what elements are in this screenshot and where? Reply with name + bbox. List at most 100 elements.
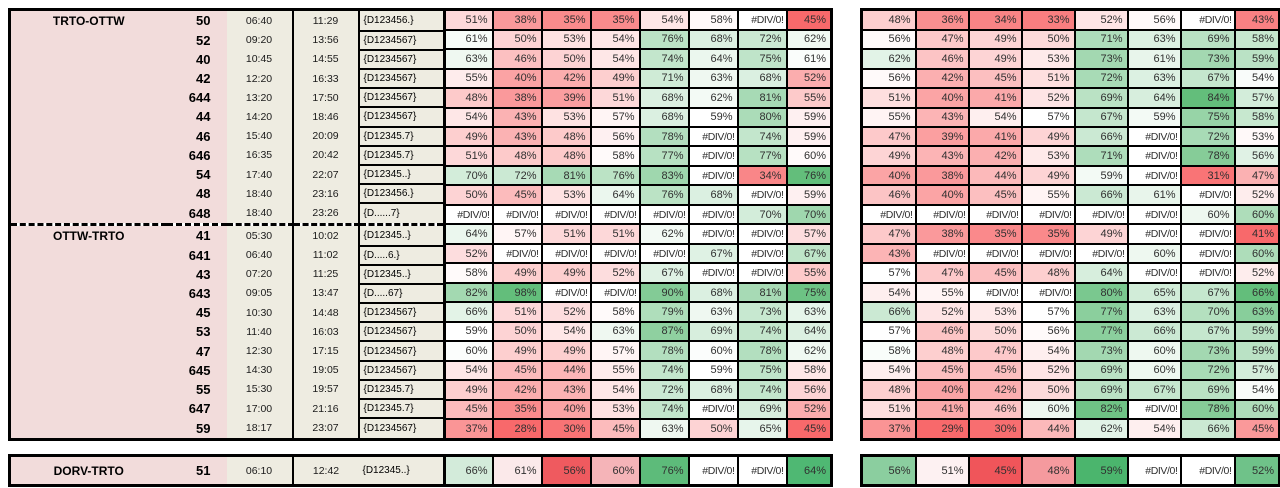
otp-percentage-cell[interactable]: 60% [1126,340,1182,362]
otp-percentage-cell[interactable]: 55% [785,87,833,109]
otp-percentage-cell[interactable]: 77% [736,145,788,167]
departure-time-cell[interactable]: 14:30 [226,360,294,380]
train-number-cell[interactable]: 59 [166,418,227,440]
otp-percentage-cell[interactable]: 69% [687,320,739,343]
error-cell[interactable]: #DIV/0! [1126,125,1182,148]
otp-percentage-cell[interactable]: 74% [638,48,690,70]
otp-percentage-cell[interactable]: 40% [860,164,917,187]
otp-percentage-cell[interactable]: 76% [785,164,833,187]
departure-time-cell[interactable]: 06:40 [226,9,294,31]
train-number-cell[interactable]: 646 [166,145,227,165]
train-number-cell[interactable]: 54 [166,164,227,185]
otp-percentage-cell[interactable]: 45% [967,454,1023,487]
otp-percentage-cell[interactable]: 62% [785,340,833,362]
departure-time-cell[interactable]: 15:40 [226,126,294,146]
otp-percentage-cell[interactable]: 55% [860,106,917,129]
otp-percentage-cell[interactable]: 45% [785,8,833,31]
arrival-time-cell[interactable]: 16:33 [292,68,359,89]
otp-percentage-cell[interactable]: 68% [687,184,739,206]
train-number-cell[interactable]: 43 [166,264,227,284]
error-cell[interactable]: #DIV/0! [1126,203,1182,226]
otp-percentage-cell[interactable]: 52% [1233,262,1280,284]
otp-percentage-cell[interactable]: 30% [540,418,592,441]
error-cell[interactable]: #DIV/0! [1073,203,1129,226]
otp-percentage-cell[interactable]: 48% [914,340,970,362]
otp-percentage-cell[interactable]: 67% [1179,320,1236,343]
error-cell[interactable]: #DIV/0! [1179,262,1236,284]
otp-percentage-cell[interactable]: 54% [860,359,917,382]
otp-percentage-cell[interactable]: 34% [736,164,788,187]
otp-percentage-cell[interactable]: 60% [687,340,739,362]
otp-percentage-cell[interactable]: 48% [443,87,494,109]
otp-percentage-cell[interactable]: 42% [914,67,970,90]
otp-percentage-cell[interactable]: 53% [967,301,1023,323]
error-cell[interactable]: #DIV/0! [687,203,739,226]
otp-percentage-cell[interactable]: 49% [967,48,1023,70]
otp-percentage-cell[interactable]: 58% [589,301,641,323]
otp-percentage-cell[interactable]: 52% [914,301,970,323]
otp-percentage-cell[interactable]: 72% [1073,67,1129,90]
train-number-cell[interactable]: 45 [166,303,227,323]
otp-percentage-cell[interactable]: 60% [1126,359,1182,382]
error-cell[interactable]: #DIV/0! [687,454,739,487]
otp-percentage-cell[interactable]: 75% [1179,106,1236,129]
departure-time-cell[interactable]: 06:10 [226,455,294,486]
otp-percentage-cell[interactable]: 78% [638,125,690,148]
arrival-time-cell[interactable]: 19:05 [292,360,359,380]
otp-percentage-cell[interactable]: 67% [638,262,690,284]
otp-percentage-cell[interactable]: 62% [860,48,917,70]
arrival-time-cell[interactable]: 20:09 [292,126,359,146]
otp-percentage-cell[interactable]: 52% [785,398,833,421]
otp-percentage-cell[interactable]: 51% [491,301,543,323]
otp-percentage-cell[interactable]: 53% [540,28,592,51]
otp-percentage-cell[interactable]: 64% [785,454,833,487]
otp-percentage-cell[interactable]: 54% [1233,67,1280,90]
otp-percentage-cell[interactable]: 49% [443,379,494,401]
otp-percentage-cell[interactable]: 59% [443,320,494,343]
departure-time-cell[interactable]: 09:05 [226,283,294,304]
departure-time-cell[interactable]: 18:40 [226,203,294,225]
otp-percentage-cell[interactable]: 63% [1126,301,1182,323]
otp-percentage-cell[interactable]: 70% [1179,301,1236,323]
route-label-cell[interactable] [9,126,167,146]
day-pattern-cell[interactable]: {D1234567} [357,87,446,109]
error-cell[interactable]: #DIV/0! [589,203,641,226]
error-cell[interactable]: #DIV/0! [491,242,543,265]
otp-percentage-cell[interactable]: 84% [1179,87,1236,109]
error-cell[interactable]: #DIV/0! [736,262,788,284]
otp-percentage-cell[interactable]: 66% [1126,320,1182,343]
otp-percentage-cell[interactable]: 40% [491,67,543,90]
otp-percentage-cell[interactable]: 63% [589,320,641,343]
otp-percentage-cell[interactable]: 66% [860,301,917,323]
otp-percentage-cell[interactable]: 36% [914,8,970,31]
otp-percentage-cell[interactable]: 60% [443,340,494,362]
day-pattern-cell[interactable]: {D12345..} [357,222,446,247]
otp-percentage-cell[interactable]: 59% [785,106,833,129]
departure-time-cell[interactable]: 13:20 [226,88,294,108]
otp-percentage-cell[interactable]: 47% [914,28,970,51]
otp-percentage-cell[interactable]: 57% [1020,106,1076,129]
day-pattern-cell[interactable]: {D1234567} [357,302,446,324]
otp-percentage-cell[interactable]: 54% [638,8,690,31]
route-label-cell[interactable] [9,107,167,127]
otp-percentage-cell[interactable]: 56% [540,454,592,487]
error-cell[interactable]: #DIV/0! [967,242,1023,265]
day-pattern-cell[interactable]: {D.....67} [357,282,446,305]
error-cell[interactable]: #DIV/0! [687,164,739,187]
departure-time-cell[interactable]: 14:20 [226,107,294,127]
otp-percentage-cell[interactable]: 58% [687,8,739,31]
otp-percentage-cell[interactable]: 57% [491,223,543,245]
train-number-cell[interactable]: 641 [166,245,227,265]
departure-time-cell[interactable]: 07:20 [226,264,294,284]
otp-percentage-cell[interactable]: 40% [914,184,970,206]
error-cell[interactable]: #DIV/0! [1179,8,1236,31]
day-pattern-cell[interactable]: {D1234567} [357,417,446,441]
otp-percentage-cell[interactable]: 82% [443,281,494,304]
otp-percentage-cell[interactable]: 78% [736,340,788,362]
otp-percentage-cell[interactable]: 52% [785,67,833,90]
otp-percentage-cell[interactable]: 60% [1233,242,1280,265]
otp-percentage-cell[interactable]: 60% [1179,203,1236,226]
otp-percentage-cell[interactable]: 54% [540,320,592,343]
otp-percentage-cell[interactable]: 52% [589,262,641,284]
train-number-cell[interactable]: 48 [166,184,227,204]
